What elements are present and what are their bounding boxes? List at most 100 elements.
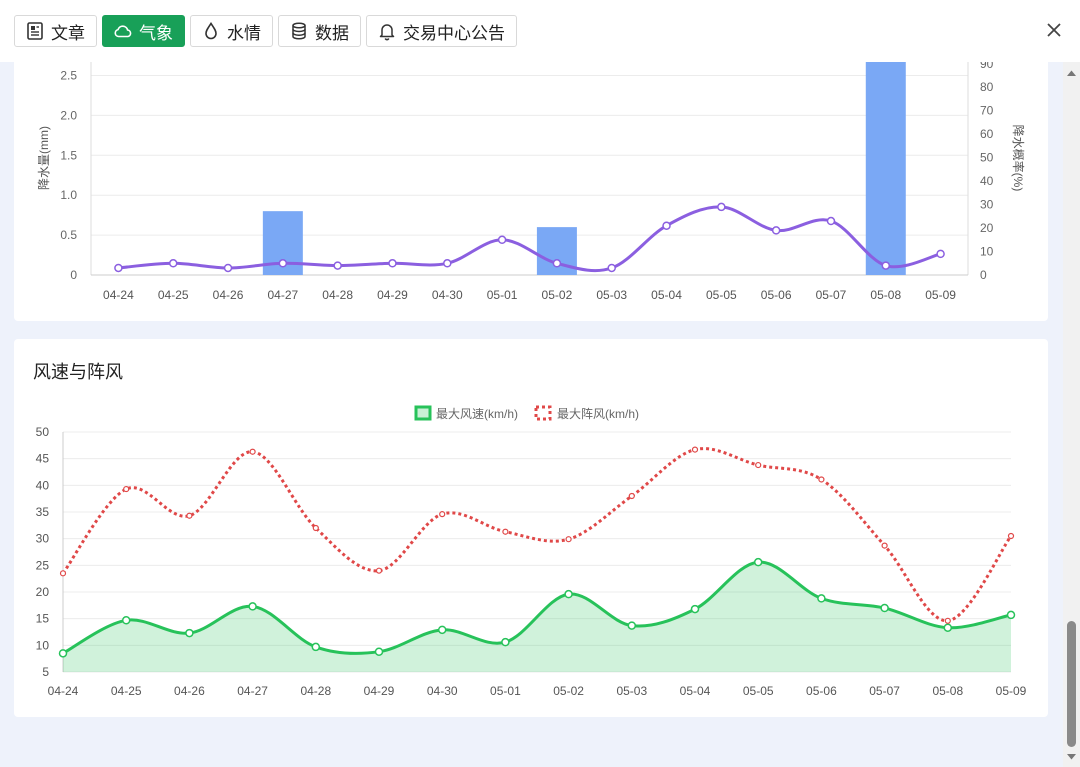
- tab-water[interactable]: 水情: [190, 15, 273, 47]
- wind-gust-line: [61, 447, 1013, 623]
- database-icon: [289, 21, 309, 41]
- scroll-thumb[interactable]: [1067, 621, 1076, 747]
- wind-chart-card: 风速与阵风 5 10 15 20 25 30 35 40 45 50 04-24 04-25 04-26…: [14, 339, 1048, 717]
- scroll-up-arrow-icon[interactable]: [1063, 66, 1080, 80]
- x-tick-label: 05-02: [553, 684, 584, 698]
- x-tick-label: 05-05: [706, 288, 737, 302]
- wind-speed-point: [627, 621, 637, 630]
- bell-icon: [377, 21, 397, 41]
- wind-speed-point: [185, 628, 194, 638]
- precipitation-chart: 00.51.01.52.02.5010203040506070809004-24…: [37, 50, 1026, 302]
- wind-gust-point: [59, 570, 67, 577]
- precip-probability-point: [662, 221, 671, 230]
- x-tick-label: 05-06: [761, 288, 792, 302]
- close-icon: [1047, 23, 1061, 37]
- wind-speed-point: [121, 616, 131, 625]
- y-right-tick-label: 0: [980, 268, 987, 282]
- x-tick-label: 05-04: [680, 684, 711, 698]
- water-drop-icon: [201, 21, 221, 41]
- x-tick-label: 04-28: [322, 288, 353, 302]
- y-right-tick-label: 50: [980, 151, 994, 165]
- x-tick-label: 05-03: [596, 288, 627, 302]
- precip-probability-line: [118, 205, 942, 273]
- x-tick-label: 04-26: [213, 288, 244, 302]
- precip-probability-point: [717, 202, 726, 212]
- precip-probability-point: [826, 216, 836, 226]
- x-tick-label: 04-24: [48, 684, 79, 698]
- x-tick-label: 05-01: [487, 288, 518, 302]
- y-right-tick-label: 70: [980, 104, 994, 118]
- wind-gust-point: [439, 511, 446, 518]
- y-right-axis-title: 降水概率(%): [1011, 125, 1026, 192]
- x-tick-label: 05-08: [932, 684, 963, 698]
- top-toolbar: 文章 气象 水情 数据 交易中心公告: [0, 0, 1080, 62]
- y-tick-label: 2.0: [60, 108, 77, 122]
- x-tick-label: 04-25: [158, 288, 189, 302]
- y-tick-label: 15: [36, 612, 50, 626]
- tab-label: 交易中心公告: [403, 23, 505, 43]
- y-tick-label: 30: [36, 532, 50, 546]
- wind-gust-point: [312, 524, 319, 532]
- x-tick-label: 04-27: [267, 288, 298, 302]
- y-tick-label: 0: [70, 268, 77, 282]
- tab-articles[interactable]: 文章: [14, 15, 97, 47]
- tab-announcements[interactable]: 交易中心公告: [366, 15, 517, 47]
- wind-speed-point: [880, 603, 889, 613]
- x-tick-label: 05-03: [616, 684, 647, 698]
- precip-probability-point: [881, 261, 891, 270]
- tab-label: 气象: [139, 23, 173, 43]
- y-tick-label: 45: [36, 452, 50, 466]
- wind-chart-title: 风速与阵风: [33, 362, 123, 382]
- wind-gust-point: [628, 492, 635, 500]
- wind-speed-point: [248, 602, 257, 611]
- y-tick-label: 40: [36, 478, 50, 492]
- vertical-scrollbar[interactable]: [1063, 62, 1080, 767]
- precip-probability-point: [443, 259, 452, 268]
- x-tick-label: 04-27: [237, 684, 268, 698]
- wind-speed-point: [690, 604, 700, 614]
- wind-speed-point: [817, 594, 826, 603]
- wind-gust-point: [881, 542, 888, 549]
- y-right-tick-label: 80: [980, 80, 994, 94]
- wind-gust-point: [755, 461, 762, 469]
- x-tick-label: 05-05: [743, 684, 774, 698]
- wind-gust-point: [818, 476, 825, 483]
- x-tick-label: 05-09: [925, 288, 956, 302]
- x-tick-label: 04-29: [364, 684, 395, 698]
- wind-speed-point: [943, 623, 953, 632]
- y-right-tick-label: 30: [980, 198, 994, 212]
- precip-probability-point: [936, 249, 945, 259]
- document-icon: [25, 21, 45, 41]
- y-tick-label: 20: [36, 585, 50, 599]
- precip-probability-point: [223, 263, 233, 273]
- precip-probability-point: [552, 259, 562, 268]
- y-tick-label: 35: [36, 505, 50, 519]
- wind-gust-point: [944, 617, 951, 624]
- wind-gust-point: [502, 528, 509, 535]
- x-tick-label: 05-09: [996, 684, 1027, 698]
- precip-probability-point: [607, 263, 616, 273]
- x-tick-label: 05-06: [806, 684, 837, 698]
- x-tick-label: 04-30: [432, 288, 463, 302]
- legend-swatch-wind: [414, 405, 432, 421]
- precip-probability-point: [388, 259, 397, 268]
- scroll-down-arrow-icon[interactable]: [1063, 750, 1080, 764]
- cloud-icon: [113, 21, 133, 41]
- y-tick-label: 25: [36, 558, 50, 572]
- wind-speed-line: [62, 560, 1012, 655]
- tab-data[interactable]: 数据: [278, 15, 361, 47]
- tab-bar: 文章 气象 水情 数据 交易中心公告: [14, 15, 522, 47]
- y-tick-label: 1.0: [60, 188, 77, 202]
- precip-probability-point: [114, 263, 123, 273]
- precip-probability-point: [771, 226, 781, 235]
- tab-label: 水情: [227, 23, 261, 43]
- close-button[interactable]: [1044, 20, 1064, 40]
- legend-swatch-gust: [534, 405, 552, 421]
- precip-probability-point: [497, 235, 507, 245]
- x-tick-label: 04-24: [103, 288, 134, 302]
- legend-label-gust: 最大阵风(km/h): [557, 407, 639, 421]
- precip-probability-point: [278, 259, 288, 268]
- wind-speed-point: [564, 589, 573, 599]
- tab-label: 数据: [315, 23, 349, 43]
- tab-weather[interactable]: 气象: [102, 15, 185, 47]
